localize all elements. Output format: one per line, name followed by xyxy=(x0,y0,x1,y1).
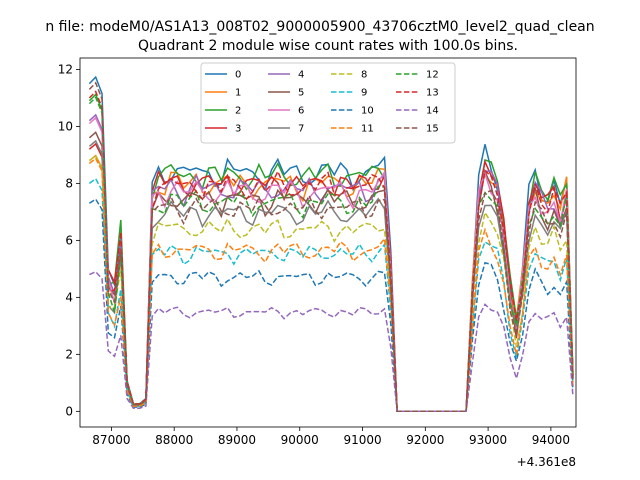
x-tick-label: 94000 xyxy=(532,433,570,447)
legend-label-9: 9 xyxy=(361,88,367,99)
legend-label-12: 12 xyxy=(426,70,439,81)
y-tick-label: 2 xyxy=(65,347,73,361)
series-line-9 xyxy=(88,177,574,413)
legend-box xyxy=(200,62,456,144)
series-line-2 xyxy=(88,93,574,413)
x-tick-label: 88000 xyxy=(155,433,193,447)
y-tick-label: 4 xyxy=(65,290,73,304)
legend-label-5: 5 xyxy=(298,88,304,99)
series-line-10 xyxy=(88,198,574,413)
legend-label-3: 3 xyxy=(235,124,241,135)
series-line-13 xyxy=(88,90,574,413)
legend-label-1: 1 xyxy=(235,88,241,99)
legend-label-8: 8 xyxy=(361,70,367,81)
y-tick-label: 12 xyxy=(58,62,73,76)
legend-label-0: 0 xyxy=(235,70,241,81)
legend-label-4: 4 xyxy=(298,70,304,81)
chart-suptitle: n file: modeM0/AS1A13_008T02_9000005900_… xyxy=(45,19,594,35)
series-line-11 xyxy=(88,157,574,413)
series-line-8 xyxy=(88,154,574,413)
axes-frame xyxy=(79,57,577,428)
legend-label-7: 7 xyxy=(298,124,304,135)
series-line-14 xyxy=(89,270,574,413)
x-tick-label: 89000 xyxy=(218,433,256,447)
series-line-15 xyxy=(88,81,574,413)
legend-label-10: 10 xyxy=(361,106,374,117)
x-offset-label: +4.361e8 xyxy=(517,455,576,469)
chart-title: Quadrant 2 module wise count rates with … xyxy=(138,38,518,54)
x-tick-label: 87000 xyxy=(92,433,130,447)
legend-label-2: 2 xyxy=(235,106,241,117)
x-tick-label: 90000 xyxy=(281,433,319,447)
legend-label-15: 15 xyxy=(426,124,439,135)
x-tick-label: 92000 xyxy=(406,433,444,447)
x-axis: 87000 88000 89000 90000 91000 92000 93000 94000 xyxy=(92,427,570,447)
legend-label-6: 6 xyxy=(298,106,304,117)
y-tick-label: 10 xyxy=(58,119,73,133)
series-line-6 xyxy=(88,116,574,413)
plot-area xyxy=(88,75,574,413)
y-tick-label: 0 xyxy=(65,404,73,418)
legend-label-13: 13 xyxy=(426,88,439,99)
x-tick-label: 91000 xyxy=(343,433,381,447)
legend-label-14: 14 xyxy=(426,106,439,117)
x-tick-label: 93000 xyxy=(469,433,507,447)
legend-label-11: 11 xyxy=(361,124,374,135)
y-tick-label: 6 xyxy=(65,233,73,247)
y-axis: 0 2 4 6 8 10 12 xyxy=(58,62,80,418)
y-tick-label: 8 xyxy=(65,176,73,190)
series-line-12 xyxy=(88,96,574,413)
series-line-7 xyxy=(88,139,574,413)
